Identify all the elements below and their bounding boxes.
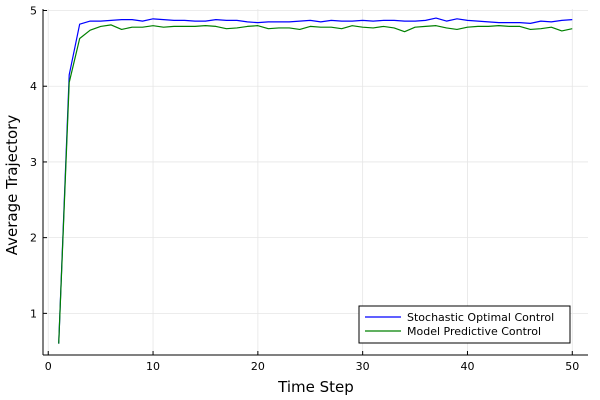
grid — [43, 9, 588, 355]
x-tick-label: 0 — [45, 360, 52, 373]
legend-label-model-predictive-control: Model Predictive Control — [407, 325, 541, 338]
axes — [42, 9, 588, 356]
legend-label-stochastic-optimal-control: Stochastic Optimal Control — [407, 311, 554, 324]
y-tick-label: 2 — [30, 232, 37, 245]
series-line-model-predictive-control — [58, 24, 573, 344]
x-axis-label: Time Step — [277, 378, 354, 396]
y-tick-label: 3 — [30, 156, 37, 169]
x-tick-label: 50 — [565, 360, 579, 373]
y-tick-label: 1 — [30, 307, 37, 320]
tick-labels: 0 10 20 30 40 50 1 2 3 4 5 — [30, 5, 579, 373]
legend: Stochastic Optimal Control Model Predict… — [358, 305, 571, 344]
y-tick-label: 4 — [30, 80, 37, 93]
x-tick-label: 40 — [460, 360, 474, 373]
x-tick-label: 30 — [356, 360, 370, 373]
legend-box — [358, 305, 571, 344]
x-tick-label: 10 — [146, 360, 160, 373]
y-tick-label: 5 — [30, 5, 37, 18]
series-line-stochastic-optimal-control — [58, 17, 573, 344]
series-lines — [58, 17, 573, 344]
y-axis-label: Average Trajectory — [3, 115, 21, 256]
x-tick-label: 20 — [251, 360, 265, 373]
